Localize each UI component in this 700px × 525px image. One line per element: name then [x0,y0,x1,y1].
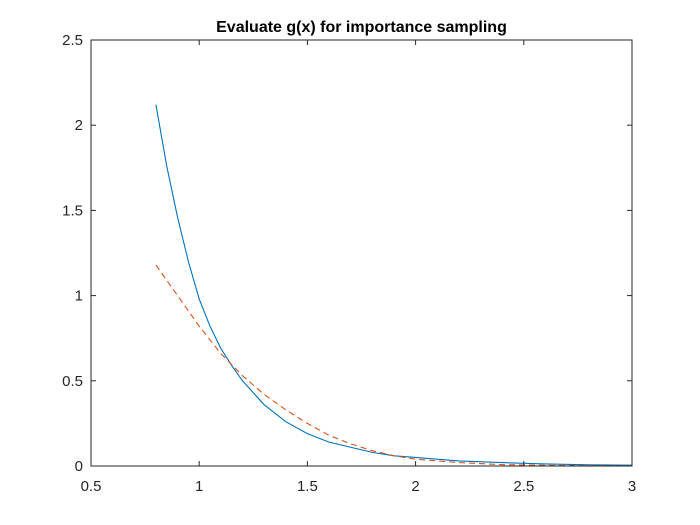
y-tick-label: 1.5 [62,202,83,219]
chart-title: Evaluate g(x) for importance sampling [216,19,507,36]
series-layer [155,104,633,467]
y-tick-label: 0.5 [62,373,83,390]
tick-layer: 0.5 1 1.5 2 2.5 3 0 0.5 1 1.5 2 2.5 [62,32,636,495]
x-tick-label: 1.5 [297,478,318,495]
plot-area [91,40,632,466]
series-line-1 [155,104,633,466]
x-tick-label: 2.5 [513,478,534,495]
y-tick-label: 1 [75,288,83,305]
y-tick-label: 2.5 [62,32,83,49]
y-tick-label: 0 [75,458,83,475]
y-tick-label: 2 [75,117,83,134]
x-tick-label: 1 [195,478,203,495]
x-tick-label: 2 [411,478,419,495]
x-tick-label: 3 [628,478,636,495]
axes-layer [90,39,633,467]
series-line-2 [155,264,633,467]
axes-box [90,39,633,467]
x-tick-label: 0.5 [81,478,102,495]
